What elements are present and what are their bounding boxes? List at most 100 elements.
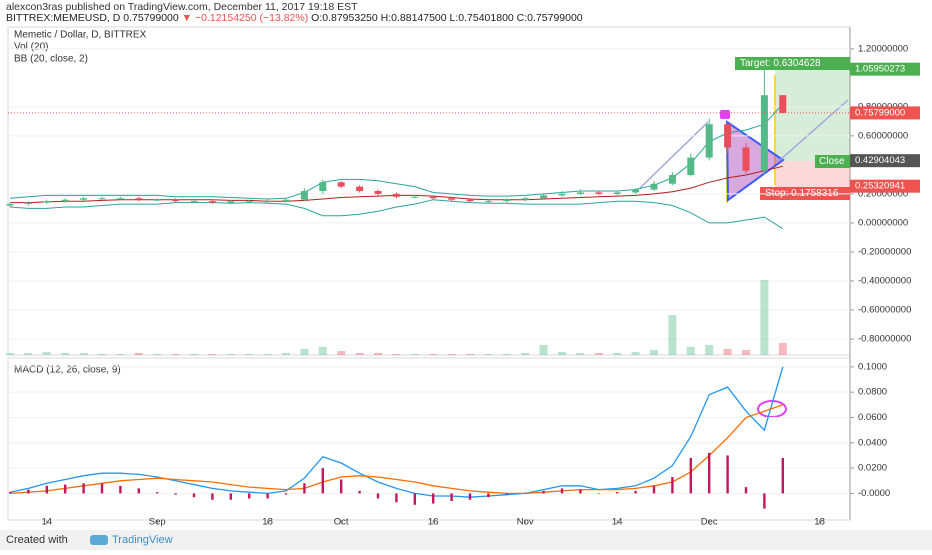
price-label: 1.05950273 — [855, 64, 905, 75]
volume-bar — [484, 354, 493, 355]
price-label: 0.75799000 — [855, 107, 905, 118]
trend-arrow — [639, 121, 709, 189]
volume-bar — [171, 354, 180, 355]
triangle-pattern — [725, 120, 785, 202]
candle-body — [190, 201, 198, 203]
candle-body — [98, 198, 106, 200]
candle-body — [300, 191, 308, 200]
histogram-bar — [192, 493, 196, 498]
candle-body — [374, 191, 382, 194]
volume-bar — [153, 354, 162, 355]
macd-line — [9, 404, 784, 495]
histogram-bar — [64, 484, 67, 494]
y-tick-label: -0.80000000 — [858, 334, 911, 345]
volume-bar — [355, 353, 364, 355]
volume-bar — [263, 354, 272, 355]
volume-bar — [282, 353, 290, 355]
candle-body — [779, 95, 787, 113]
candle-body — [742, 147, 750, 171]
trend-arrow — [779, 99, 849, 161]
volume-bar — [447, 354, 456, 355]
histogram-bar — [689, 457, 692, 494]
volume-bar — [116, 354, 125, 355]
candle-body — [724, 124, 732, 148]
volume-bar — [79, 353, 88, 355]
volume-bar — [778, 343, 787, 355]
histogram-bar — [560, 488, 564, 494]
volume-bar — [134, 353, 143, 355]
candle-body — [650, 183, 658, 190]
volume-bar — [576, 353, 585, 355]
quote-part: BITTREX:MEMEUSD, D 0.75799000 — [6, 12, 182, 24]
symbol-title: Memetic / Dollar, D, BITTREX — [14, 30, 147, 41]
close-label-box — [815, 155, 850, 168]
histogram-bar — [137, 488, 140, 494]
candle-body — [484, 201, 492, 203]
volume-bar — [723, 349, 732, 355]
volume-bar — [6, 353, 14, 355]
price-label-box — [850, 106, 920, 120]
histogram-bar — [266, 493, 269, 499]
marker — [720, 110, 730, 119]
candle-body — [116, 198, 124, 200]
footer-brand[interactable]: TradingView — [112, 534, 173, 546]
histogram-bar — [395, 493, 398, 503]
candle-body — [705, 124, 713, 158]
histogram-bar — [671, 476, 674, 494]
candle-body — [613, 192, 621, 194]
candle-body — [245, 201, 253, 203]
y-tick-label: -0.20000000 — [858, 246, 911, 257]
volume-bar — [392, 354, 401, 355]
y-tick-label: -0.60000000 — [858, 305, 911, 316]
x-tick-label: Dec — [701, 517, 718, 528]
histogram-bar — [708, 452, 711, 494]
histogram-bar — [229, 493, 232, 500]
histogram-bar — [468, 493, 472, 500]
target-label: Target: 0.6304628 — [740, 58, 821, 69]
price-label-box — [850, 154, 920, 168]
price-label-box — [850, 179, 920, 193]
histogram-bar — [413, 493, 416, 505]
candle-body — [135, 198, 143, 200]
candle-body — [61, 199, 69, 202]
candle-body — [337, 182, 345, 187]
y-tick-label: 0.0800 — [858, 387, 887, 398]
x-tick-label: 18 — [814, 517, 825, 528]
publisher: alexcon3ras published on TradingView.com… — [6, 1, 358, 13]
volume-bar — [226, 354, 235, 355]
y-tick-label: 0.60000000 — [858, 130, 908, 141]
volume-bar — [429, 354, 438, 355]
candle-body — [24, 202, 32, 205]
histogram-bar — [45, 485, 48, 494]
candle-body — [448, 198, 456, 200]
y-tick-label: 0.1000 — [858, 361, 887, 372]
candle-body — [521, 198, 529, 200]
volume-bar — [631, 352, 640, 355]
volume-bar — [686, 347, 695, 355]
candle-body — [687, 157, 695, 176]
histogram-bar — [744, 487, 748, 494]
volume-bar — [245, 354, 254, 355]
brand-logo — [90, 535, 108, 545]
candle-body — [595, 192, 603, 194]
volume-bar — [521, 353, 530, 355]
histogram-bar — [652, 485, 656, 494]
quote-part: ▼ −0.12154250 (−13.82%) — [182, 12, 312, 24]
candle-body — [80, 198, 88, 200]
histogram-bar — [763, 493, 766, 509]
histogram-bar — [174, 493, 177, 495]
candle-body — [632, 189, 640, 193]
price-label: 0.42904043 — [855, 155, 905, 166]
quote: BITTREX:MEMEUSD, D 0.75799000 ▼ −0.12154… — [6, 12, 583, 24]
volume-bar — [742, 350, 750, 355]
histogram-bar — [100, 483, 104, 494]
volume-bar — [502, 354, 511, 355]
volume-bar — [539, 345, 548, 355]
bb-title: BB (20, close, 2) — [14, 54, 88, 65]
candle-body — [227, 201, 235, 203]
volume-title: Vol (20) — [14, 42, 48, 53]
chart-layer: 1.200000000.800000000.600000000.20000000… — [6, 43, 920, 528]
y-tick-label: -0.40000000 — [858, 275, 911, 286]
y-tick-label: 1.20000000 — [858, 43, 908, 54]
